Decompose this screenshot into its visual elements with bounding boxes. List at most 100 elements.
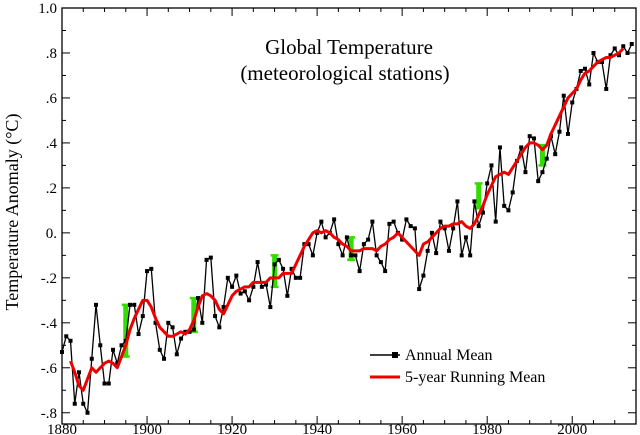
annual-mean-point bbox=[357, 269, 362, 274]
annual-mean-point bbox=[115, 361, 120, 366]
annual-mean-point bbox=[230, 284, 235, 289]
annual-mean-point bbox=[412, 226, 417, 231]
y-tick-label: -.8 bbox=[41, 406, 57, 422]
annual-mean-point bbox=[81, 401, 86, 406]
annual-mean-point bbox=[157, 347, 162, 352]
y-tick-label: -.4 bbox=[41, 316, 58, 332]
x-tick-label: 1960 bbox=[387, 422, 417, 435]
annual-mean-point bbox=[179, 336, 184, 341]
annual-mean-point bbox=[476, 224, 481, 229]
legend: Annual Mean 5-year Running Mean bbox=[370, 347, 545, 386]
annual-mean-point bbox=[136, 332, 141, 337]
annual-mean-point bbox=[217, 325, 222, 330]
annual-mean-point bbox=[565, 131, 570, 136]
annual-mean-point bbox=[340, 253, 345, 258]
tick-labels: 1880 1900 1920 1940 1960 1980 2000 -.8 -.6 -.4 -.2… bbox=[38, 1, 587, 435]
annual-mean-point bbox=[204, 257, 209, 262]
annual-mean-point bbox=[336, 242, 341, 247]
annual-mean-point bbox=[544, 156, 549, 161]
annual-mean-point bbox=[459, 253, 464, 258]
legend-annual-label: Annual Mean bbox=[405, 347, 493, 364]
y-tick-label: 1.0 bbox=[38, 1, 57, 17]
y-tick-label: -.2 bbox=[41, 271, 57, 287]
annual-mean-point bbox=[434, 251, 439, 256]
annual-mean-point bbox=[408, 224, 413, 229]
annual-mean-point bbox=[183, 329, 188, 334]
axes bbox=[61, 7, 637, 425]
plot-frame bbox=[61, 7, 637, 425]
annual-mean-point bbox=[616, 53, 621, 58]
annual-mean-point bbox=[247, 298, 252, 303]
annual-mean-point bbox=[425, 248, 430, 253]
annual-mean-point bbox=[289, 266, 294, 271]
annual-mean-point bbox=[370, 219, 375, 224]
annual-mean-point bbox=[272, 262, 277, 267]
annual-mean-point bbox=[591, 50, 596, 55]
annual-mean-point bbox=[238, 291, 243, 296]
annual-mean-point bbox=[170, 325, 175, 330]
x-tick-label: 1880 bbox=[47, 422, 77, 435]
annual-mean-point bbox=[378, 260, 383, 265]
annual-mean-point bbox=[468, 253, 473, 258]
annual-mean-point bbox=[510, 190, 515, 195]
error-bars bbox=[121, 143, 547, 358]
annual-mean-point bbox=[485, 181, 490, 186]
y-tick-label: 0. bbox=[46, 226, 57, 242]
annual-mean-point bbox=[200, 320, 205, 325]
annual-mean-point bbox=[89, 356, 94, 361]
annual-mean-point bbox=[519, 145, 524, 150]
annual-mean-point bbox=[268, 305, 273, 310]
legend-annual-marker bbox=[392, 352, 398, 358]
y-tick-label: .6 bbox=[46, 91, 58, 107]
annual-mean-point bbox=[187, 329, 192, 334]
annual-mean-point bbox=[153, 320, 158, 325]
annual-mean-point bbox=[72, 401, 77, 406]
annual-mean-point bbox=[497, 145, 502, 150]
x-tick-label: 1920 bbox=[217, 422, 247, 435]
annual-mean-point bbox=[344, 235, 349, 240]
annual-mean-point bbox=[319, 219, 324, 224]
annual-mean-point bbox=[102, 381, 107, 386]
annual-mean-point bbox=[561, 93, 566, 98]
series-lines bbox=[60, 41, 634, 415]
annual-mean-point bbox=[400, 237, 405, 242]
annual-mean-point bbox=[540, 170, 545, 175]
annual-mean-point bbox=[77, 370, 82, 375]
annual-mean-point bbox=[451, 226, 456, 231]
annual-mean-point bbox=[64, 334, 69, 339]
annual-mean-point bbox=[421, 273, 426, 278]
annual-mean-point bbox=[276, 257, 281, 262]
annual-mean-point bbox=[106, 381, 111, 386]
annual-mean-point bbox=[242, 289, 247, 294]
annual-mean-point bbox=[98, 343, 103, 348]
annual-mean-point bbox=[132, 302, 137, 307]
annual-mean-point bbox=[578, 68, 583, 73]
annual-mean-point bbox=[557, 129, 562, 134]
annual-mean-point bbox=[604, 86, 609, 91]
annual-mean-point bbox=[225, 275, 230, 280]
annual-mean-point bbox=[587, 82, 592, 87]
annual-mean-point bbox=[480, 210, 485, 215]
annual-mean-point bbox=[191, 327, 196, 332]
annual-mean-point bbox=[349, 253, 354, 258]
annual-mean-point bbox=[438, 219, 443, 224]
annual-mean-point bbox=[315, 230, 320, 235]
annual-mean-point bbox=[472, 199, 477, 204]
annual-mean-point bbox=[536, 179, 541, 184]
annual-mean-point bbox=[599, 59, 604, 64]
annual-mean-point bbox=[306, 242, 311, 247]
annual-mean-line bbox=[61, 43, 633, 414]
annual-mean-point bbox=[162, 356, 167, 361]
annual-mean-point bbox=[140, 314, 145, 319]
annual-mean-point bbox=[353, 253, 358, 258]
annual-mean-point bbox=[293, 275, 298, 280]
annual-mean-point bbox=[553, 152, 558, 157]
annual-mean-point bbox=[621, 44, 626, 49]
annual-mean-point bbox=[523, 170, 528, 175]
annual-mean-point bbox=[251, 284, 256, 289]
legend-running-label: 5-year Running Mean bbox=[405, 369, 545, 386]
annual-mean-point bbox=[391, 219, 396, 224]
annual-mean-point bbox=[255, 260, 260, 265]
annual-mean-point bbox=[310, 253, 315, 258]
